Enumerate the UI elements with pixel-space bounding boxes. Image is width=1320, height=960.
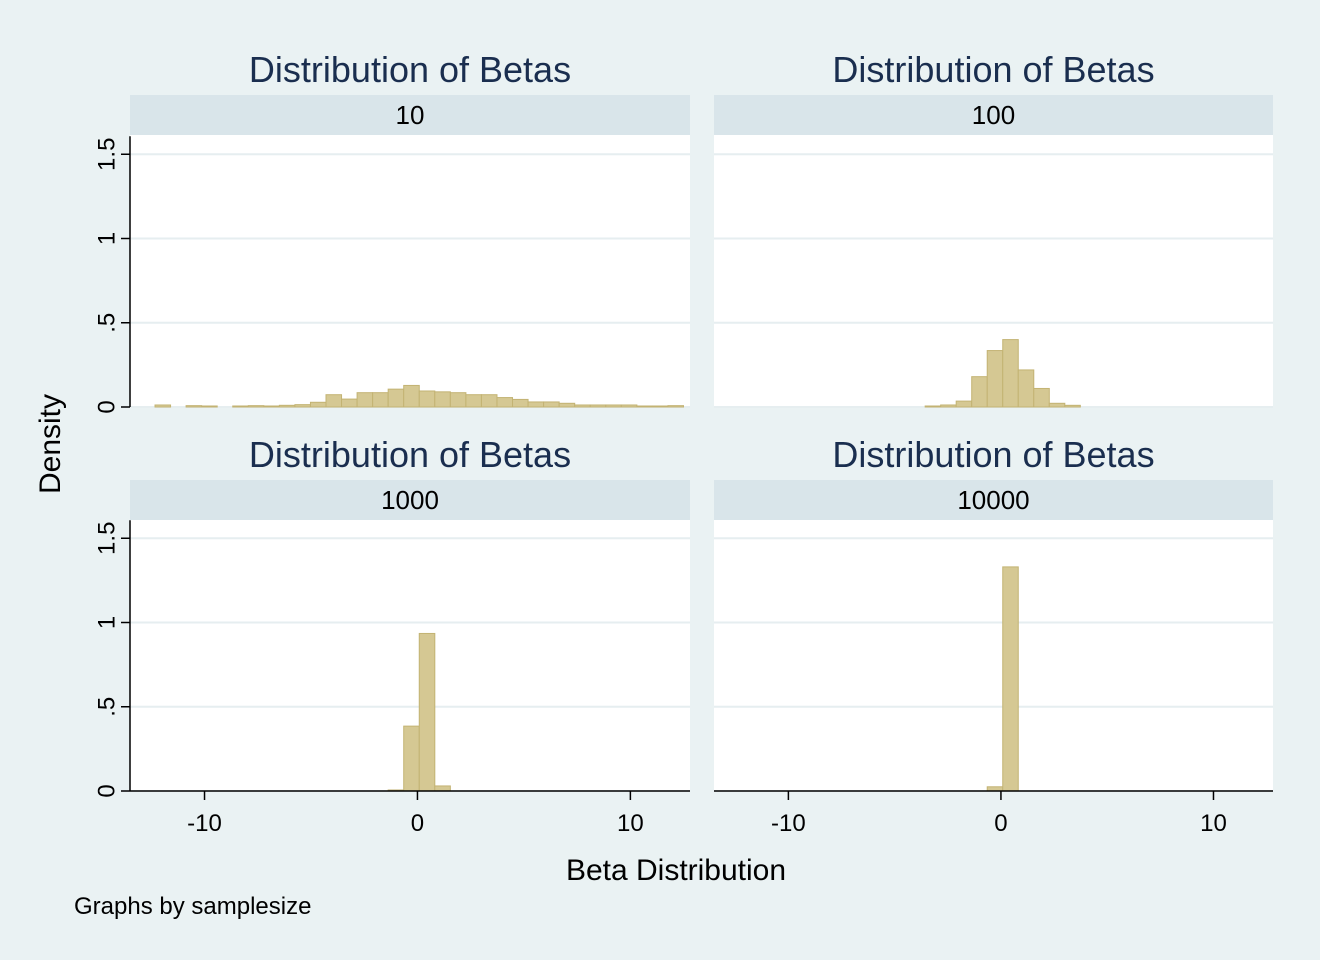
histogram-bar [403, 384, 420, 408]
histogram-bar [955, 400, 973, 408]
histogram-bar [971, 376, 988, 408]
strip-header [714, 95, 1273, 135]
histogram-bar [263, 405, 280, 408]
x-tick-label: 10 [1200, 810, 1227, 837]
histogram-bar [154, 404, 172, 408]
histogram-bar [325, 394, 343, 408]
histogram-bar [986, 350, 1004, 408]
plot-area [130, 135, 690, 407]
graphs-by-note: Graphs by samplesize [74, 893, 311, 920]
histogram-bar [574, 404, 591, 408]
histogram-bar [294, 404, 311, 408]
histogram-bar [1064, 404, 1081, 408]
strip-header [130, 95, 690, 135]
panel-title: Distribution of Betas [832, 49, 1154, 90]
y-tick-label: 1 [93, 232, 120, 245]
x-tick-label: 10 [617, 810, 644, 837]
histogram-bar [309, 401, 327, 408]
panel-10000: Distribution of Betas 10000 -10 0 10 [714, 434, 1273, 837]
y-tick-label: 1.5 [93, 138, 120, 171]
strip-label: 10000 [957, 485, 1029, 515]
histogram-bar [589, 404, 607, 408]
histogram-bar [543, 401, 560, 408]
x-tick-label: 0 [411, 810, 424, 837]
y-tick-label: 1 [93, 616, 120, 629]
histogram-bar [418, 632, 436, 792]
strip-header [130, 480, 690, 520]
strip-label: 1000 [381, 485, 439, 515]
histogram-bar [403, 725, 420, 792]
histogram-bar [667, 405, 685, 408]
strip-label: 100 [972, 100, 1015, 130]
histogram-bar [341, 398, 358, 408]
histogram-bar [434, 391, 451, 408]
panel-100: Distribution of Betas 100 [714, 49, 1273, 408]
panel-1000: Distribution of Betas 1000 0 .5 1 1.5 -10 0 10 [93, 434, 690, 837]
histogram-bar [449, 392, 467, 408]
histogram-bar [465, 394, 482, 408]
histogram-bar [651, 405, 669, 408]
y-axis-title: Density [34, 394, 67, 494]
histogram-bar [605, 404, 622, 408]
x-tick-label: -10 [771, 810, 806, 837]
histogram-bar [232, 405, 249, 408]
histogram-bar [1017, 369, 1035, 408]
panel-title: Distribution of Betas [832, 434, 1154, 475]
histogram-bar [480, 394, 498, 408]
histogram-bar [387, 388, 405, 408]
histogram-bar [201, 405, 218, 408]
histogram-bar [620, 404, 638, 408]
plot-area [714, 520, 1273, 791]
histogram-bar [1033, 387, 1050, 408]
panel-title: Distribution of Betas [249, 49, 571, 90]
histogram-bar [1002, 339, 1019, 408]
x-tick-label: -10 [187, 810, 222, 837]
histogram-bar [356, 392, 374, 408]
histogram-bar [940, 404, 957, 408]
histogram-bar [434, 785, 451, 792]
histogram-bar [278, 404, 296, 408]
histogram-bar [527, 401, 545, 408]
histogram-bar [512, 398, 529, 408]
y-tick-label: .5 [93, 313, 120, 333]
histogram-bar [558, 402, 576, 408]
panel-10: Distribution of Betas 10 0 .5 1 1.5 [93, 49, 690, 414]
histogram-bar [372, 392, 389, 408]
strip-label: 10 [396, 100, 425, 130]
y-tick-label: 1.5 [93, 522, 120, 555]
histogram-bar [1002, 566, 1019, 792]
histogram-bar [185, 405, 203, 408]
histogram-bar [247, 405, 265, 408]
x-tick-label: 0 [994, 810, 1007, 837]
histogram-bar [418, 390, 436, 408]
histogram-bar [636, 405, 653, 408]
histogram-bar [924, 405, 942, 408]
panel-title: Distribution of Betas [249, 434, 571, 475]
y-tick-label: 0 [93, 784, 120, 797]
histogram-bar [1048, 402, 1066, 408]
panels-group: Distribution of Betas100.511.5Distributi… [93, 49, 1273, 837]
strip-header [714, 480, 1273, 520]
y-tick-label: .5 [93, 697, 120, 717]
y-tick-label: 0 [93, 400, 120, 413]
histogram-bar [496, 397, 514, 408]
x-axis-title: Beta Distribution [566, 854, 786, 887]
